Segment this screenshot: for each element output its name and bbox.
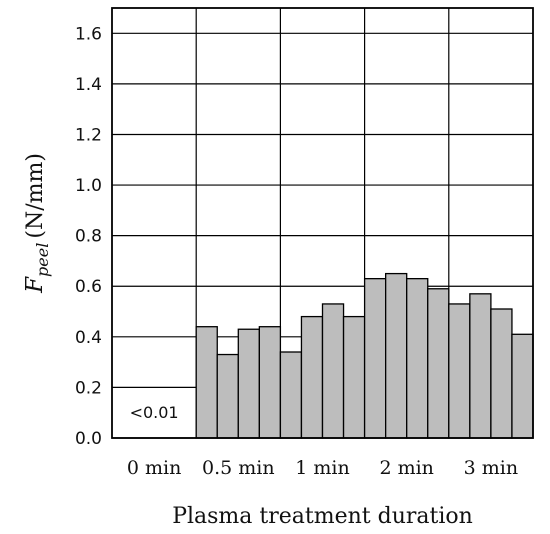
bar — [237, 328, 261, 439]
y-tick-label: 1.2 — [75, 125, 102, 145]
bar — [321, 303, 345, 439]
x-category-label: 3 min — [464, 457, 518, 479]
y-tick-label: 1.0 — [75, 176, 102, 196]
bar — [363, 277, 387, 439]
bar — [469, 293, 492, 439]
bar — [490, 308, 513, 439]
x-category-labels: 0 min 0.5 min 1 min 2 min 3 min — [127, 457, 518, 479]
bar — [216, 353, 239, 439]
annotation-label: <0.01 — [130, 403, 179, 422]
bar — [279, 351, 303, 439]
bar — [300, 315, 324, 439]
bar — [195, 326, 218, 439]
y-axis-label-symbol: F — [22, 276, 48, 294]
bar — [258, 326, 282, 439]
y-tick-label: 1.4 — [75, 75, 102, 95]
y-tick-label: 0.6 — [75, 277, 102, 297]
y-tick-label: 0.2 — [75, 378, 102, 398]
x-category-label: 0 min — [127, 457, 181, 479]
bar — [448, 303, 471, 439]
y-tick-label: 0.8 — [75, 227, 102, 247]
bar — [384, 272, 408, 439]
x-category-label: 2 min — [379, 457, 433, 479]
bar — [427, 288, 450, 439]
y-tick-label: 1.6 — [75, 24, 102, 44]
bar — [342, 315, 366, 439]
y-axis-label-subscript: peel — [33, 243, 52, 277]
y-tick-labels: 0.0 0.2 0.4 0.6 0.8 1.0 1.2 1.4 1.6 — [75, 24, 102, 449]
bar — [511, 333, 534, 439]
plot-frame — [111, 7, 534, 439]
x-category-label: 0.5 min — [202, 457, 275, 479]
x-axis-label: Plasma treatment duration — [172, 504, 473, 529]
y-axis-label-unit: (N/mm) — [23, 153, 48, 239]
y-axis-label: Fpeel (N/mm) — [22, 153, 52, 294]
y-tick-label: 0.0 — [75, 429, 102, 449]
bar — [406, 277, 429, 439]
x-category-label: 1 min — [295, 457, 349, 479]
bars — [195, 272, 534, 439]
y-tick-label: 0.4 — [75, 328, 102, 348]
